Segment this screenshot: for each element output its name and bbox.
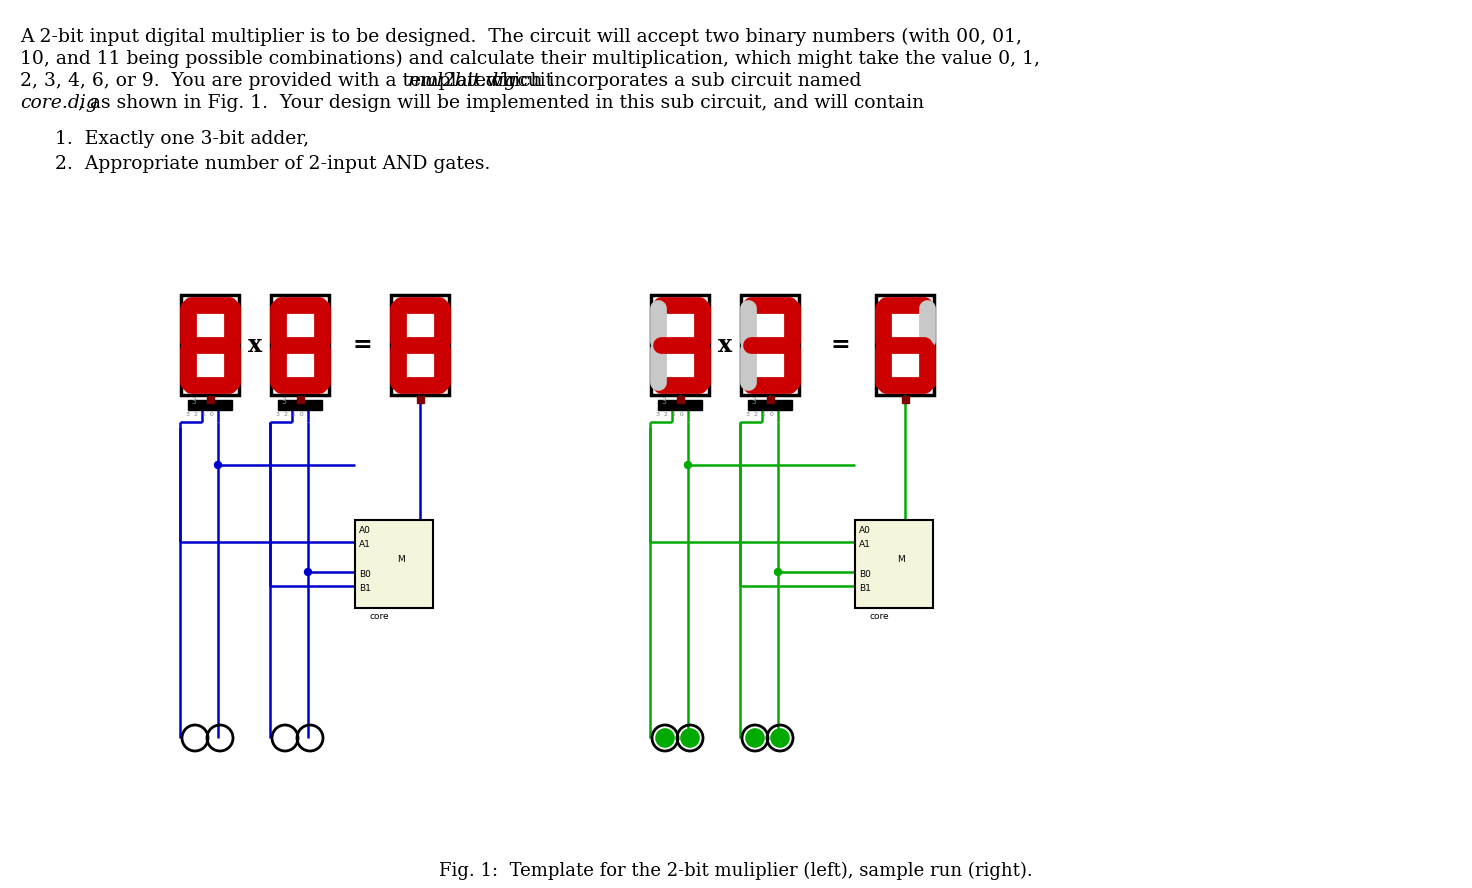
Text: 2, 3, 4, 6, or 9.  You are provided with a template circuit: 2, 3, 4, 6, or 9. You are provided with … <box>21 72 559 90</box>
Text: mul2bit.dig: mul2bit.dig <box>408 72 517 90</box>
Text: 1.  Exactly one 3-bit adder,: 1. Exactly one 3-bit adder, <box>54 130 309 148</box>
Text: B1: B1 <box>359 584 371 593</box>
Circle shape <box>682 729 699 747</box>
Text: 3: 3 <box>661 397 665 406</box>
Bar <box>658 400 702 410</box>
Bar <box>278 400 322 410</box>
Bar <box>855 520 933 608</box>
Circle shape <box>746 729 764 747</box>
Bar <box>355 520 433 608</box>
Text: A 2-bit input digital multiplier is to be designed.  The circuit will accept two: A 2-bit input digital multiplier is to b… <box>21 28 1022 46</box>
Text: 3  2  1  0: 3 2 1 0 <box>746 412 774 417</box>
Text: core.dig: core.dig <box>21 94 97 112</box>
Bar <box>651 295 710 395</box>
Text: 3  2  1  0: 3 2 1 0 <box>657 412 684 417</box>
Circle shape <box>771 729 789 747</box>
Text: core: core <box>369 612 389 621</box>
Circle shape <box>684 462 692 469</box>
Text: A1: A1 <box>860 540 871 549</box>
Bar <box>876 295 935 395</box>
Text: B1: B1 <box>860 584 871 593</box>
Text: 3: 3 <box>751 397 757 406</box>
Circle shape <box>305 568 312 575</box>
Text: M: M <box>397 555 405 564</box>
Circle shape <box>215 462 221 469</box>
Circle shape <box>774 568 782 575</box>
Bar <box>417 397 424 403</box>
Bar <box>740 295 799 395</box>
Bar <box>901 397 908 403</box>
Text: B0: B0 <box>359 570 371 579</box>
Bar <box>181 295 238 395</box>
Text: 3  2  1  0: 3 2 1 0 <box>277 412 303 417</box>
Bar <box>392 295 449 395</box>
Text: 3  2  1  0: 3 2 1 0 <box>185 412 213 417</box>
Text: , as shown in Fig. 1.  Your design will be implemented in this sub circuit, and : , as shown in Fig. 1. Your design will b… <box>78 94 924 112</box>
Text: which incorporates a sub circuit named: which incorporates a sub circuit named <box>480 72 861 90</box>
Text: 10, and 11 being possible combinations) and calculate their multiplication, whic: 10, and 11 being possible combinations) … <box>21 50 1041 68</box>
Circle shape <box>657 729 674 747</box>
Bar <box>188 400 233 410</box>
Bar <box>677 397 683 403</box>
Bar <box>206 397 213 403</box>
Bar <box>296 397 303 403</box>
Bar <box>271 295 330 395</box>
Text: x: x <box>718 333 732 357</box>
Bar <box>767 397 773 403</box>
Text: =: = <box>830 333 849 357</box>
Text: B0: B0 <box>860 570 871 579</box>
Text: core: core <box>868 612 889 621</box>
Text: M: M <box>896 555 905 564</box>
Text: 3: 3 <box>281 397 286 406</box>
Bar <box>748 400 792 410</box>
Text: x: x <box>247 333 262 357</box>
Text: A0: A0 <box>359 526 371 535</box>
Text: 3: 3 <box>191 397 196 406</box>
Text: A0: A0 <box>860 526 871 535</box>
Text: Fig. 1:  Template for the 2-bit muliplier (left), sample run (right).: Fig. 1: Template for the 2-bit muliplier… <box>439 862 1033 880</box>
Text: 2.  Appropriate number of 2-input AND gates.: 2. Appropriate number of 2-input AND gat… <box>54 155 490 173</box>
Text: =: = <box>352 333 372 357</box>
Text: A1: A1 <box>359 540 371 549</box>
